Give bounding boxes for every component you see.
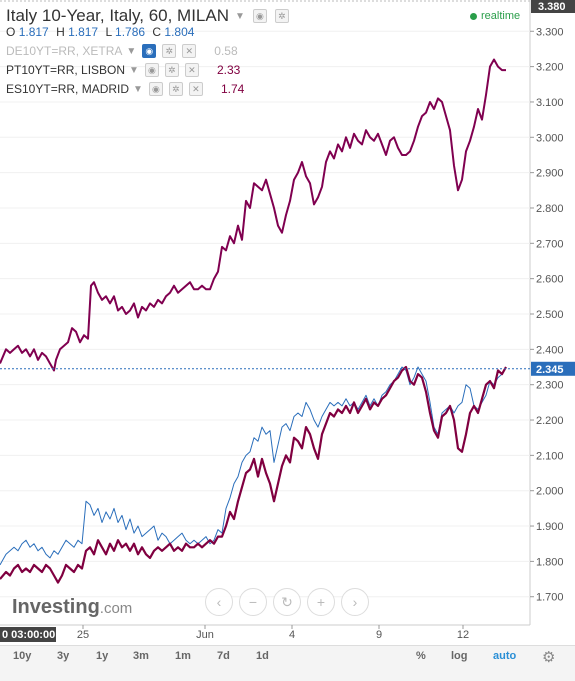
open-value: 1.817	[18, 25, 49, 39]
investing-logo: Investing.com	[12, 596, 132, 619]
zoom-out-button[interactable]: −	[239, 588, 267, 616]
top-price-badge	[531, 0, 575, 13]
crosshair-time-badge	[0, 627, 56, 642]
series-line-italy	[0, 366, 507, 566]
gear-icon[interactable]: ✲	[168, 82, 183, 96]
bottom-toolbar: 10y 3y 1y 3m 1m 7d 1d % log auto ⚙	[0, 645, 575, 681]
realtime-indicator: realtime	[470, 10, 520, 22]
x-tick-label: 4	[289, 629, 295, 641]
legend-value: 0.58	[214, 44, 238, 58]
series-line-pt10yt	[0, 58, 506, 372]
legend-item-pt10yt[interactable]: PT10YT=RR, LISBON ▼ ◉ ✲ ✕ 2.33	[6, 63, 240, 77]
close-value: 1.804	[164, 25, 195, 39]
reset-button[interactable]: ↻	[273, 588, 301, 616]
low-value: 1.786	[115, 25, 146, 39]
y-tick-label: 2.800	[536, 203, 564, 215]
crosshair-time-label: 0 03:00:00	[2, 629, 55, 641]
y-tick-label: 2.900	[536, 168, 564, 180]
y-axis: 3.300 3.200 3.100 3.000 2.900 2.800 2.700 2.600…	[530, 26, 564, 604]
y-tick-label: 3.300	[536, 26, 564, 38]
gridlines	[0, 30, 530, 598]
eye-icon[interactable]: ◉	[148, 82, 163, 96]
eye-icon[interactable]: ◉	[142, 44, 157, 58]
y-tick-label: 2.000	[536, 486, 564, 498]
x-tick-label: Jun	[196, 629, 214, 641]
y-tick-label: 2.200	[536, 415, 564, 427]
y-tick-label: 1.900	[536, 521, 564, 533]
timeframe-10y-button[interactable]: 10y	[13, 650, 32, 662]
legend-item-de10yt[interactable]: DE10YT=RR, XETRA ▼ ◉ ✲ ✕ 0.58	[6, 44, 238, 58]
timeframe-3y-button[interactable]: 3y	[57, 650, 70, 662]
realtime-label: realtime	[481, 10, 521, 22]
low-label: L	[105, 25, 112, 39]
y-tick-label: 2.300	[536, 380, 564, 392]
legend-value: 1.74	[220, 82, 245, 96]
y-tick-label: 2.500	[536, 309, 564, 321]
x-tick-label: 9	[376, 629, 382, 641]
x-axis: 25 Jun 4 9 12 0 03:00:00	[0, 625, 469, 642]
open-label: O	[6, 25, 16, 39]
close-icon[interactable]: ✕	[182, 44, 197, 58]
series-layer	[0, 58, 507, 584]
ohlc-readout: O 1.817 H 1.817 L 1.786 C 1.804	[6, 25, 198, 39]
timeframe-7d-button[interactable]: 7d	[217, 650, 230, 662]
logo-suffix: .com	[99, 600, 133, 617]
title-row: Italy 10-Year, Italy, 60, MILAN ▼ ◉ ✲	[6, 6, 289, 26]
y-tick-label: 3.100	[536, 97, 564, 109]
x-tick-label: 25	[77, 629, 89, 641]
y-tick-label: 2.600	[536, 274, 564, 286]
chart-title: Italy 10-Year, Italy, 60, MILAN	[6, 6, 230, 25]
last-price-badge	[531, 361, 575, 376]
legend-name: ES10YT=RR, MADRID	[6, 82, 130, 96]
chevron-down-icon[interactable]: ▼	[126, 45, 137, 57]
y-tick-label: 3.200	[536, 62, 564, 74]
y-tick-label: 2.400	[536, 344, 564, 356]
eye-icon[interactable]: ◉	[252, 9, 267, 23]
logo-main: Investing	[12, 596, 100, 618]
top-price-label: 3.380	[538, 1, 566, 13]
high-label: H	[56, 25, 65, 39]
legend-name: DE10YT=RR, XETRA	[6, 44, 123, 58]
legend-item-es10yt[interactable]: ES10YT=RR, MADRID ▼ ◉ ✲ ✕ 1.74	[6, 82, 244, 96]
realtime-dot-icon	[470, 12, 477, 20]
timeframe-3m-button[interactable]: 3m	[133, 650, 149, 662]
scroll-right-button[interactable]: ›	[341, 588, 369, 616]
timeframe-1m-button[interactable]: 1m	[175, 650, 191, 662]
chevron-down-icon[interactable]: ▼	[133, 83, 143, 95]
timeframe-1y-button[interactable]: 1y	[96, 650, 109, 662]
legend-value: 2.33	[216, 63, 241, 77]
y-tick-label: 3.000	[536, 132, 564, 144]
timeframe-1d-button[interactable]: 1d	[256, 650, 269, 662]
close-icon[interactable]: ✕	[184, 63, 199, 77]
y-tick-label: 1.800	[536, 556, 564, 568]
percent-toggle[interactable]: %	[416, 650, 426, 662]
y-tick-label: 1.700	[536, 592, 564, 604]
legend-name: PT10YT=RR, LISBON	[6, 63, 126, 77]
eye-icon[interactable]: ◉	[144, 63, 159, 77]
close-icon[interactable]: ✕	[188, 82, 203, 96]
y-tick-label: 2.700	[536, 238, 564, 250]
chevron-down-icon[interactable]: ▼	[235, 10, 245, 22]
series-line-es10yt	[0, 365, 507, 584]
auto-toggle[interactable]: auto	[493, 650, 517, 662]
chart-navigation: ‹ − ↻ + ›	[205, 588, 369, 616]
gear-icon[interactable]: ✲	[162, 44, 177, 58]
gear-icon[interactable]: ✲	[274, 9, 289, 23]
zoom-in-button[interactable]: +	[307, 588, 335, 616]
y-tick-label: 2.100	[536, 450, 564, 462]
chevron-down-icon[interactable]: ▼	[129, 64, 139, 76]
last-price-label: 2.345	[536, 364, 564, 376]
log-toggle[interactable]: log	[451, 650, 468, 662]
close-label: C	[152, 25, 162, 39]
chart-canvas[interactable]: 3.300 3.200 3.100 3.000 2.900 2.800 2.700 2.600…	[0, 0, 575, 645]
high-value: 1.817	[68, 25, 99, 39]
scroll-left-button[interactable]: ‹	[205, 588, 233, 616]
x-tick-label: 12	[457, 629, 469, 641]
gear-icon[interactable]: ✲	[164, 63, 179, 77]
gear-icon[interactable]: ⚙	[542, 649, 556, 666]
